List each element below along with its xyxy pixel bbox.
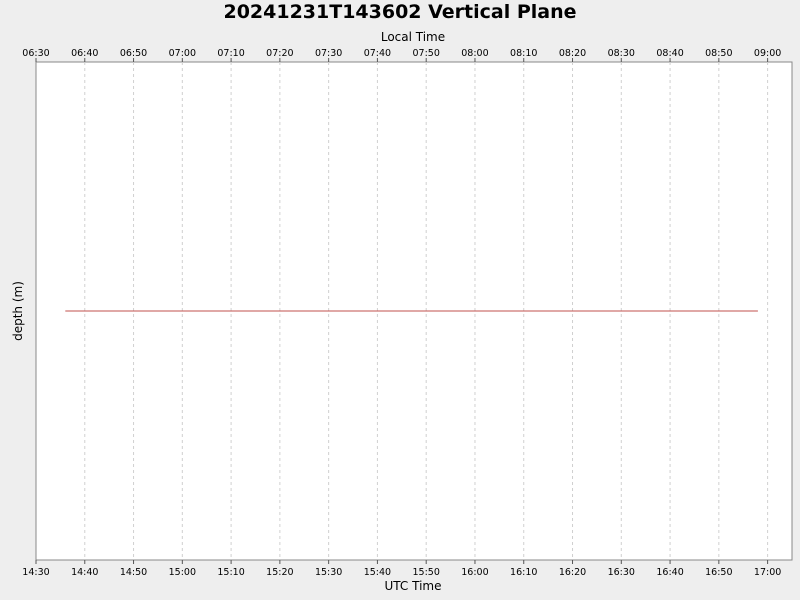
bottom-tick-label: 15:00 [169,567,196,578]
bottom-tick-label: 16:00 [461,567,488,578]
top-tick-label: 07:10 [217,48,244,59]
bottom-tick-label: 17:00 [754,567,781,578]
top-tick-label: 06:40 [71,48,98,59]
bottom-tick-label: 16:50 [705,567,732,578]
top-tick-label: 08:40 [656,48,683,59]
bottom-tick-label: 15:20 [266,567,293,578]
bottom-axis: 14:30 14:40 14:50 15:00 15:10 15:20 15:30 15:40… [22,560,781,578]
top-tick-label: 07:30 [315,48,342,59]
bottom-tick-label: 16:30 [608,567,635,578]
top-tick-label: 07:50 [412,48,439,59]
top-tick-label: 08:00 [461,48,488,59]
top-tick-label: 07:00 [169,48,196,59]
bottom-tick-label: 16:10 [510,567,537,578]
top-tick-label: 08:10 [510,48,537,59]
bottom-tick-label: 14:30 [22,567,49,578]
top-tick-label: 08:30 [608,48,635,59]
top-tick-label: 06:50 [120,48,147,59]
bottom-tick-label: 14:50 [120,567,147,578]
bottom-tick-label: 16:20 [559,567,586,578]
bottom-tick-label: 15:40 [364,567,391,578]
top-tick-label: 08:20 [559,48,586,59]
bottom-tick-label: 14:40 [71,567,98,578]
top-axis: 06:30 06:40 06:50 07:00 07:10 07:20 07:30 07:40… [22,48,781,62]
top-axis-label: Local Time [381,30,445,44]
top-tick-label: 06:30 [22,48,49,59]
top-tick-label: 07:40 [364,48,391,59]
y-axis-label: depth (m) [11,281,25,341]
bottom-tick-label: 16:40 [656,567,683,578]
bottom-tick-label: 15:50 [412,567,439,578]
bottom-axis-label: UTC Time [385,579,442,593]
chart-title: 20241231T143602 Vertical Plane [223,1,576,23]
top-tick-label: 08:50 [705,48,732,59]
bottom-tick-label: 15:30 [315,567,342,578]
top-tick-label: 07:20 [266,48,293,59]
top-tick-label: 09:00 [754,48,781,59]
bottom-tick-label: 15:10 [217,567,244,578]
